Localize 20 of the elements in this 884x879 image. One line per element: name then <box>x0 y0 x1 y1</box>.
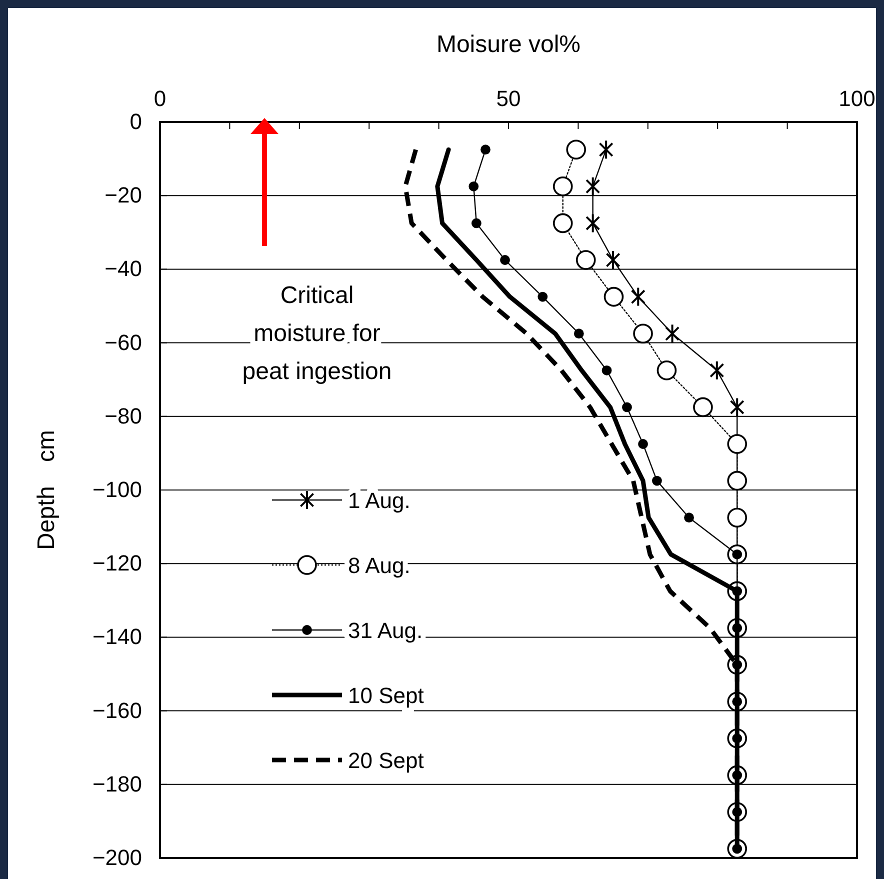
y-tick-label: −200 <box>92 845 142 870</box>
legend-label: 1 Aug. <box>348 488 410 513</box>
legend-label: 20 Sept <box>348 748 424 773</box>
y-tick-label: −60 <box>104 330 142 355</box>
y-tick-label: 0 <box>130 109 142 134</box>
y-axis-title: Depth cm <box>33 430 60 550</box>
annotation: Critical moisture for peat ingestion <box>242 282 392 385</box>
y-tick-label: −180 <box>92 771 142 796</box>
x-tick-label: 50 <box>496 86 521 111</box>
y-tick-label: −20 <box>104 182 142 208</box>
y-tick-label: −120 <box>92 550 142 576</box>
x-tick-label: 100 <box>838 86 876 111</box>
y-tick-label: −40 <box>104 256 142 282</box>
y-tick-label: −140 <box>92 624 142 650</box>
y-tick-label: −80 <box>104 403 142 428</box>
x-tick-label: 0 <box>154 86 166 111</box>
y-tick-label: −160 <box>92 698 142 723</box>
y-tick-label: −100 <box>92 477 142 502</box>
x-axis-title: Moisure vol% <box>436 31 581 58</box>
legend-label: 10 Sept <box>348 683 424 708</box>
